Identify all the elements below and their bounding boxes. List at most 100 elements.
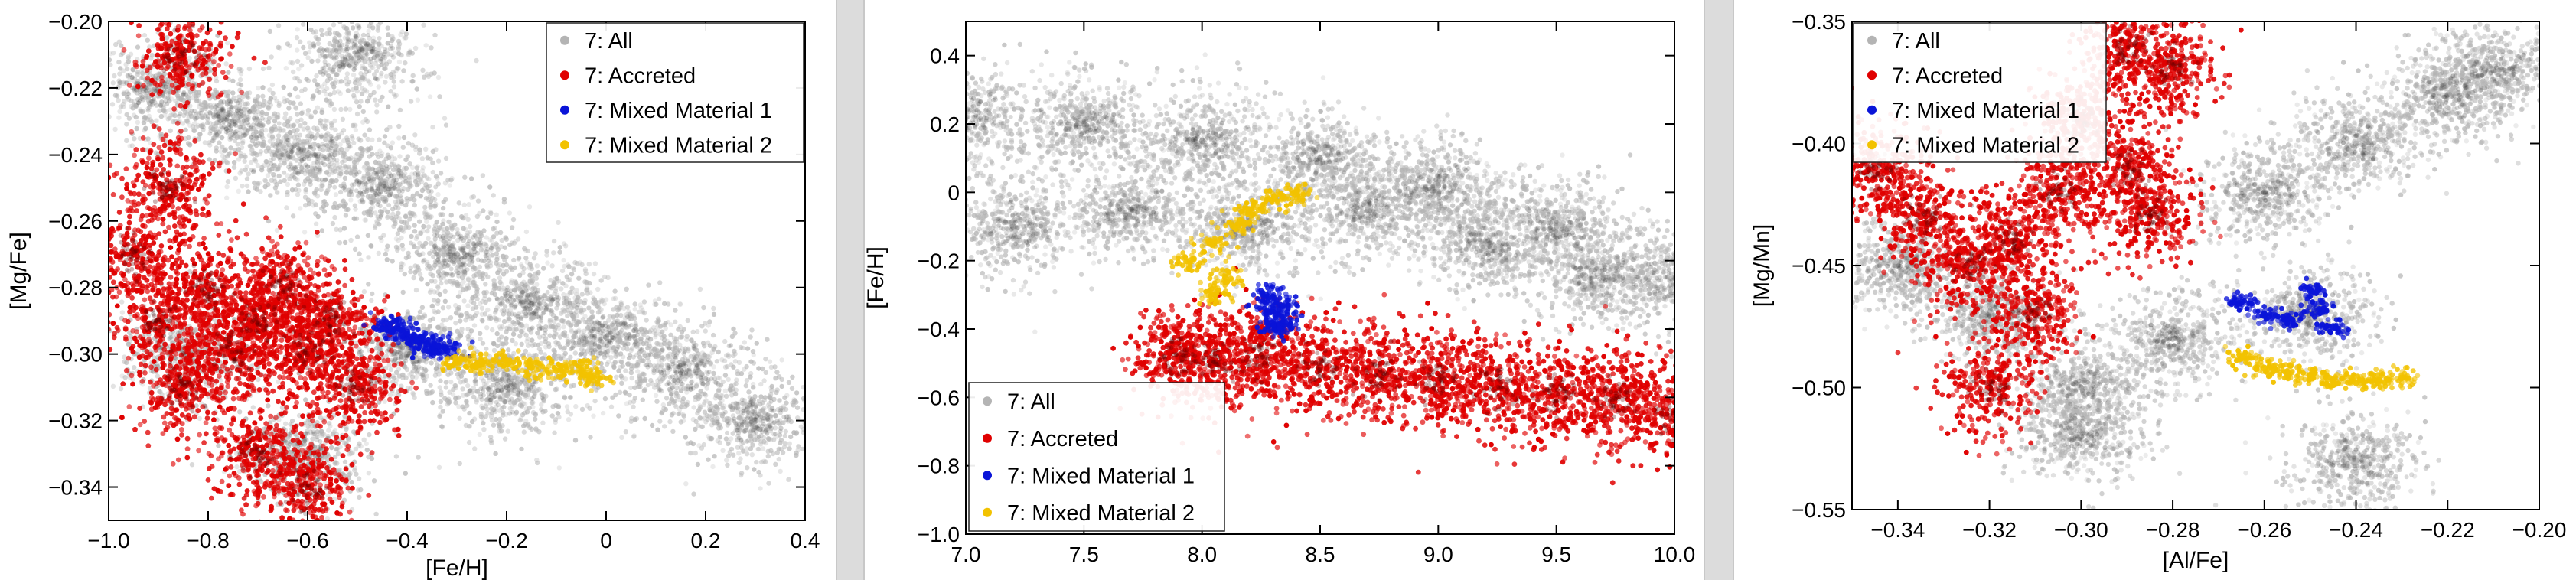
scatter-dot xyxy=(612,360,618,366)
scatter-dot xyxy=(465,244,471,249)
scatter-dot xyxy=(124,122,129,127)
scatter-dot xyxy=(183,109,188,115)
scatter-dot xyxy=(704,386,709,391)
scatter-dot xyxy=(754,459,759,465)
scatter-dot xyxy=(564,404,570,409)
scatter-dot xyxy=(559,286,564,292)
scatter-dot xyxy=(406,141,412,146)
scatter-dot xyxy=(567,277,572,282)
scatter-dot xyxy=(612,295,618,301)
scatter-dot xyxy=(716,411,721,416)
scatter-dot xyxy=(745,465,750,471)
scatter-dot xyxy=(471,323,478,328)
scatter-dot xyxy=(582,307,587,313)
scatter-dot xyxy=(68,114,73,119)
scatter-dot xyxy=(260,93,266,99)
scatter-dot xyxy=(367,432,372,438)
scatter-dot xyxy=(116,39,122,44)
scatter-dot xyxy=(482,311,488,317)
scatter-dot xyxy=(491,283,497,288)
scatter-dot xyxy=(773,412,778,419)
scatter-dot xyxy=(655,327,661,334)
scatter-dot xyxy=(239,168,244,174)
scatter-dot xyxy=(655,427,660,432)
scatter-dot xyxy=(783,406,789,412)
scatter-dot xyxy=(276,173,282,179)
scatter-dot xyxy=(382,207,387,212)
scatter-dot xyxy=(439,226,444,231)
scatter-dot xyxy=(266,119,271,125)
scatter-dot xyxy=(422,210,427,216)
scatter-dot xyxy=(145,136,151,142)
scatter-dot xyxy=(365,146,370,152)
scatter-dot xyxy=(377,137,382,142)
scatter-dot xyxy=(401,135,407,141)
scatter-dot xyxy=(466,202,471,207)
scatter-dot xyxy=(536,269,541,275)
scatter-dot xyxy=(168,128,173,133)
scatter-dot xyxy=(592,398,598,404)
scatter-dot xyxy=(414,233,420,239)
scatter-dot xyxy=(449,226,455,232)
scatter-dot xyxy=(383,251,388,257)
scatter-dot xyxy=(436,464,442,470)
scatter-dot xyxy=(720,448,726,453)
scatter-dot xyxy=(670,428,676,435)
scatter-dot xyxy=(236,94,242,99)
scatter-dot xyxy=(766,436,771,442)
scatter-dot xyxy=(540,420,546,425)
scatter-dot xyxy=(497,230,504,236)
scatter-dot xyxy=(471,273,477,279)
scatter-dot xyxy=(432,228,437,234)
scatter-dot xyxy=(774,370,780,375)
scatter-dot xyxy=(462,174,468,180)
scatter-dot xyxy=(357,494,362,500)
plot-area xyxy=(68,21,845,520)
scatter-dot xyxy=(226,90,231,96)
scatter-dot xyxy=(560,347,566,352)
scatter-dot xyxy=(678,334,683,340)
scatter-dot xyxy=(620,363,625,369)
panel-divider-1[interactable] xyxy=(836,0,865,580)
scatter-dot xyxy=(706,435,712,442)
scatter-dot xyxy=(485,215,491,220)
scatter-dot xyxy=(447,183,452,188)
scatter-dot xyxy=(471,264,476,270)
panel-divider-2[interactable] xyxy=(1704,0,1734,580)
scatter-dot xyxy=(840,408,845,412)
scatter-dot xyxy=(444,232,450,238)
scatter-dot xyxy=(494,219,500,225)
scatter-dot xyxy=(765,453,771,459)
scatter-dot xyxy=(370,195,376,200)
scatter-dot xyxy=(669,396,674,402)
scatter-dot xyxy=(319,228,325,233)
scatter-dot xyxy=(800,446,805,452)
scatter-dot xyxy=(573,309,579,314)
scatter-dot xyxy=(738,344,744,350)
scatter-dot xyxy=(711,332,716,338)
scatter-dot xyxy=(676,327,681,332)
scatter-dot xyxy=(324,119,330,124)
scatter-dot xyxy=(276,133,282,138)
scatter-dot xyxy=(665,319,671,325)
scatter-dot xyxy=(778,440,783,445)
scatter-dot xyxy=(670,347,676,352)
scatter-dot xyxy=(533,428,540,433)
scatter-dot xyxy=(351,157,357,162)
scatter-dot xyxy=(183,127,188,132)
scatter-dot xyxy=(623,429,628,435)
scatter-dot xyxy=(783,428,788,435)
scatter-dot xyxy=(562,394,567,399)
scatter-dot xyxy=(582,266,589,272)
scatter-dot xyxy=(281,84,286,90)
scatter-dot xyxy=(416,455,421,460)
scatter-dot xyxy=(334,135,340,142)
scatter-dot xyxy=(458,312,465,318)
scatter-dot xyxy=(279,405,285,410)
scatter-dot xyxy=(774,387,780,393)
scatter-dot xyxy=(199,107,204,113)
scatter-dot xyxy=(388,145,394,151)
scatter-dot xyxy=(595,286,601,292)
scatter-dot xyxy=(756,446,761,452)
scatter-dot xyxy=(430,399,435,406)
